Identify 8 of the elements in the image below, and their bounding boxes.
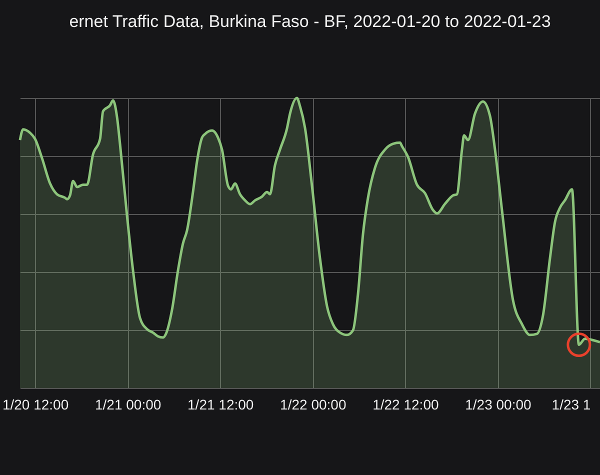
chart-title: ernet Traffic Data, Burkina Faso - BF, 2022-01-20 to 2022-01-23 xyxy=(69,12,551,31)
x-tick-label: 1/20 12:00 xyxy=(2,396,69,412)
x-tick-label: 1/22 12:00 xyxy=(372,396,439,412)
x-tick-label: 1/21 00:00 xyxy=(94,396,162,412)
x-tick-label: 1/21 12:00 xyxy=(188,396,254,412)
x-tick-label: 1/23 00:00 xyxy=(465,396,532,412)
x-tick-label: 1/22 00:00 xyxy=(280,396,346,412)
x-tick-label: 1/23 1 xyxy=(552,396,591,412)
